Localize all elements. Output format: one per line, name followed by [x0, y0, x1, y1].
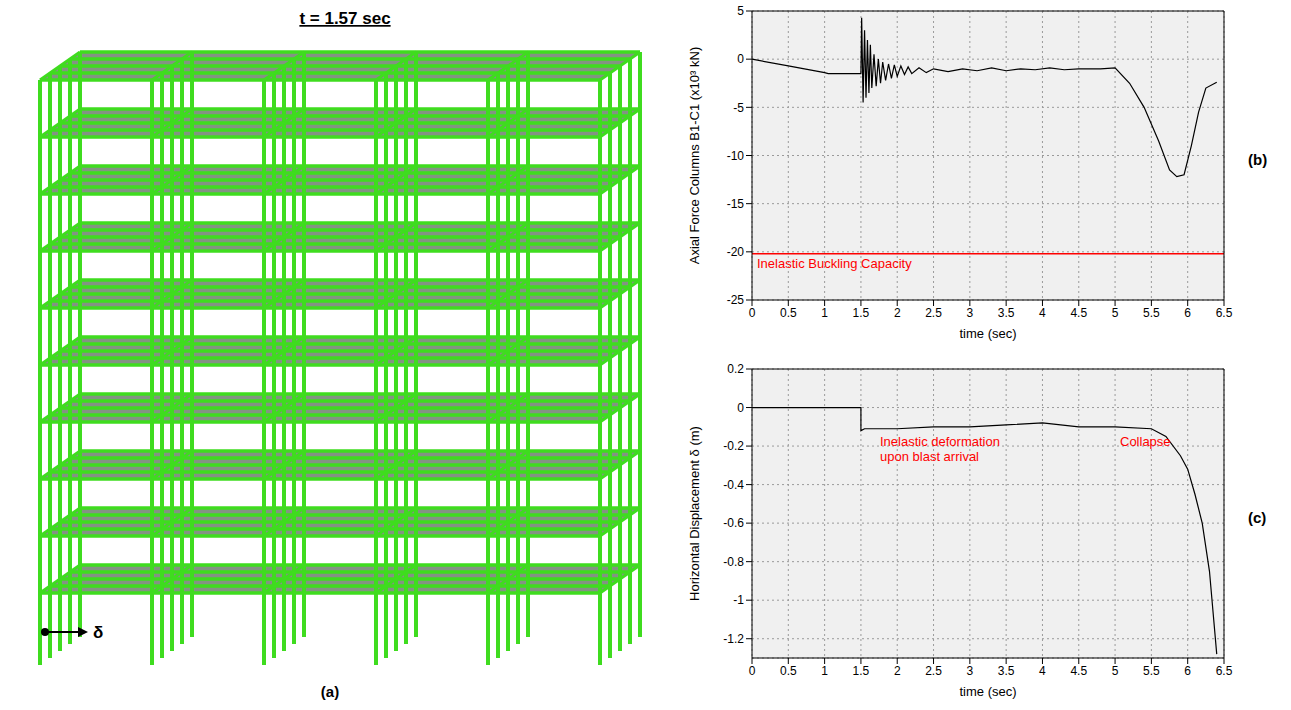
- svg-text:-0.2: -0.2: [723, 439, 744, 453]
- svg-text:Inelastic Buckling Capacity: Inelastic Buckling Capacity: [757, 256, 912, 271]
- svg-text:4.5: 4.5: [1070, 664, 1087, 678]
- svg-text:time (sec): time (sec): [959, 684, 1016, 699]
- html-text:Inelastic deformation upon bla: Inelastic deformation upon blast arrival: [880, 434, 1000, 464]
- svg-text:5.5: 5.5: [1143, 306, 1160, 320]
- svg-text:6: 6: [1184, 306, 1191, 320]
- svg-text:-0.8: -0.8: [723, 555, 744, 569]
- svg-text:1: 1: [821, 664, 828, 678]
- svg-text:-15: -15: [727, 197, 745, 211]
- svg-text:4.5: 4.5: [1070, 306, 1087, 320]
- svg-text:δ: δ: [93, 623, 103, 642]
- svg-text:3: 3: [967, 306, 974, 320]
- svg-text:-1: -1: [733, 593, 744, 607]
- svg-text:3: 3: [967, 664, 974, 678]
- svg-text:-25: -25: [727, 293, 745, 307]
- svg-text:0.5: 0.5: [780, 664, 797, 678]
- svg-text:4: 4: [1039, 306, 1046, 320]
- svg-text:Axial Force Columns B1-C1 (x10: Axial Force Columns B1-C1 (x10³ kN): [687, 47, 702, 264]
- svg-text:1: 1: [821, 306, 828, 320]
- svg-text:-1.2: -1.2: [723, 632, 744, 646]
- svg-text:6.5: 6.5: [1216, 306, 1233, 320]
- svg-text:0: 0: [737, 401, 744, 415]
- svg-text:(a): (a): [321, 683, 339, 700]
- svg-text:5: 5: [737, 4, 744, 18]
- svg-text:t = 1.57 sec: t = 1.57 sec: [299, 9, 390, 28]
- html-text:Collapse: Collapse: [1120, 434, 1171, 449]
- svg-text:-0.6: -0.6: [723, 516, 744, 530]
- svg-text:-5: -5: [733, 101, 744, 115]
- svg-text:2: 2: [894, 664, 901, 678]
- svg-text:5: 5: [1112, 664, 1119, 678]
- svg-text:5: 5: [1112, 306, 1119, 320]
- svg-text:3.5: 3.5: [998, 664, 1015, 678]
- svg-text:2.5: 2.5: [925, 306, 942, 320]
- svg-text:0.2: 0.2: [727, 362, 744, 376]
- svg-text:0: 0: [737, 52, 744, 66]
- svg-text:Horizontal Displacement δ (m): Horizontal Displacement δ (m): [687, 426, 702, 601]
- svg-text:6.5: 6.5: [1216, 664, 1233, 678]
- svg-text:2: 2: [894, 306, 901, 320]
- svg-text:2.5: 2.5: [925, 664, 942, 678]
- svg-text:-10: -10: [727, 149, 745, 163]
- svg-text:5.5: 5.5: [1143, 664, 1160, 678]
- svg-text:1.5: 1.5: [853, 664, 870, 678]
- svg-text:1.5: 1.5: [853, 306, 870, 320]
- svg-text:-20: -20: [727, 245, 745, 259]
- html-text:(c): (c): [1248, 508, 1267, 526]
- svg-text:0: 0: [749, 306, 756, 320]
- html-text:(b): (b): [1248, 150, 1268, 168]
- svg-text:0.5: 0.5: [780, 306, 797, 320]
- svg-text:6: 6: [1184, 664, 1191, 678]
- svg-text:3.5: 3.5: [998, 306, 1015, 320]
- svg-text:time (sec): time (sec): [959, 326, 1016, 341]
- svg-text:0: 0: [749, 664, 756, 678]
- svg-text:4: 4: [1039, 664, 1046, 678]
- svg-text:-0.4: -0.4: [723, 478, 744, 492]
